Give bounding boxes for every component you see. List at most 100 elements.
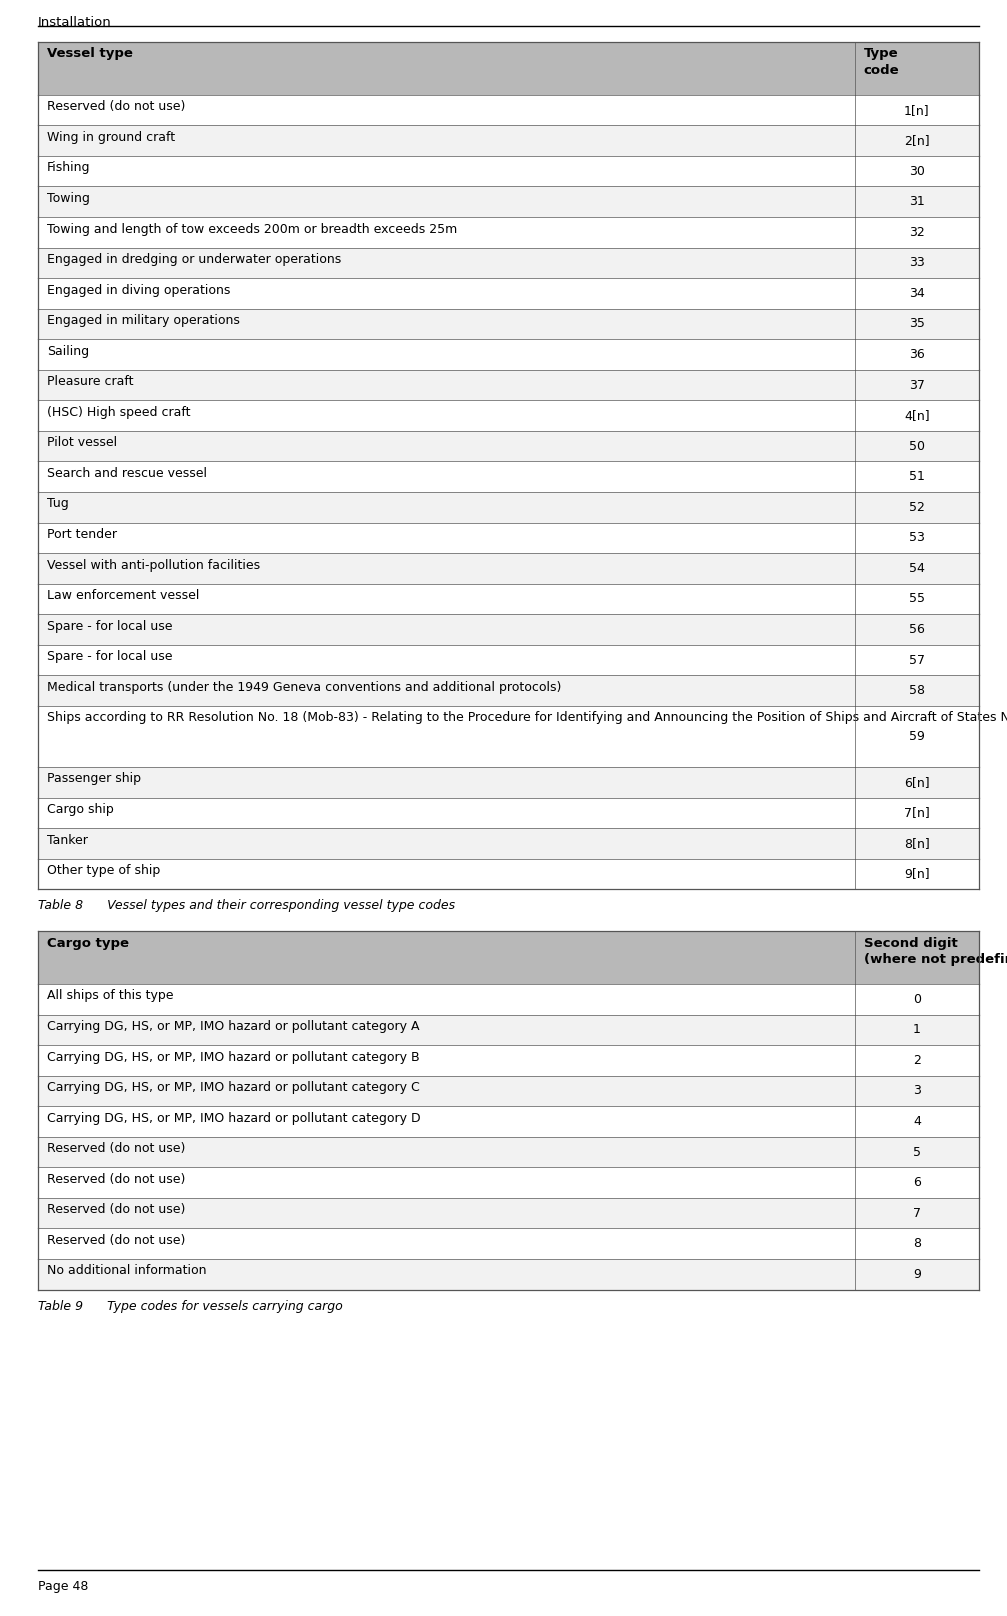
Bar [38,1046,855,1076]
Bar [38,553,855,583]
Text: 4[n]: 4[n] [904,409,929,422]
Bar [855,217,979,247]
Text: 1[n]: 1[n] [904,103,929,116]
Text: Table 8      Vessel types and their corresponding vessel type codes: Table 8 Vessel types and their correspon… [38,898,455,911]
Bar [38,1107,855,1136]
Bar [855,1015,979,1046]
Text: 37: 37 [909,378,924,391]
Text: Fishing: Fishing [47,162,91,175]
Bar [38,431,855,462]
Text: Engaged in diving operations: Engaged in diving operations [47,284,231,297]
Bar [855,1167,979,1197]
Text: 36: 36 [909,347,924,360]
Bar [855,126,979,155]
Text: Tug: Tug [47,498,68,511]
Bar [38,491,855,522]
Bar [855,522,979,553]
Text: Table 9      Type codes for vessels carrying cargo: Table 9 Type codes for vessels carrying … [38,1299,342,1312]
Text: Reserved (do not use): Reserved (do not use) [47,1235,185,1248]
Bar [855,186,979,217]
Text: 3: 3 [913,1084,920,1097]
Text: 8[n]: 8[n] [904,837,929,850]
Bar [38,827,855,858]
Text: Reserved (do not use): Reserved (do not use) [47,1173,185,1186]
Bar [855,675,979,706]
Text: 32: 32 [909,226,924,239]
Bar [855,553,979,583]
Text: 57: 57 [909,653,924,666]
Bar [855,1259,979,1290]
Text: Page 48: Page 48 [38,1580,89,1593]
Text: Engaged in dredging or underwater operations: Engaged in dredging or underwater operat… [47,254,341,267]
Bar [38,370,855,401]
Text: Sailing: Sailing [47,344,90,357]
Bar [855,309,979,339]
Text: Cargo type: Cargo type [47,937,129,950]
Text: 0: 0 [913,992,920,1005]
Bar [855,1107,979,1136]
Text: Carrying DG, HS, or MP, IMO hazard or pollutant category C: Carrying DG, HS, or MP, IMO hazard or po… [47,1081,420,1094]
Text: No additional information: No additional information [47,1264,206,1278]
Text: Port tender: Port tender [47,528,117,541]
Text: Spare - for local use: Spare - for local use [47,650,172,663]
Bar [38,706,855,768]
Text: Law enforcement vessel: Law enforcement vessel [47,590,199,603]
Text: Second digit
(where not predefined): Second digit (where not predefined) [864,937,1007,966]
Text: Type
code: Type code [864,47,899,76]
Text: Ships according to RR Resolution No. 18 (Mob-83) - Relating to the Procedure for: Ships according to RR Resolution No. 18 … [47,711,1007,724]
Bar [855,798,979,827]
Text: Pleasure craft: Pleasure craft [47,375,134,388]
Text: Engaged in military operations: Engaged in military operations [47,314,240,326]
Text: 4: 4 [913,1115,920,1128]
Bar [38,1015,855,1046]
Bar [855,768,979,798]
Bar [38,309,855,339]
Text: Medical transports (under the 1949 Geneva conventions and additional protocols): Medical transports (under the 1949 Genev… [47,680,561,693]
Bar [38,1228,855,1259]
Bar [855,1136,979,1167]
Bar [855,339,979,370]
Text: 50: 50 [909,440,924,452]
Bar [38,339,855,370]
Text: 5: 5 [913,1146,920,1159]
Bar [38,1197,855,1228]
Text: Wing in ground craft: Wing in ground craft [47,131,175,144]
Bar [855,42,979,95]
Bar [38,931,855,984]
Text: 31: 31 [909,196,924,208]
Text: Reserved (do not use): Reserved (do not use) [47,1143,185,1155]
Bar [38,186,855,217]
Text: 6: 6 [913,1176,920,1189]
Text: Spare - for local use: Spare - for local use [47,619,172,633]
Bar [38,583,855,614]
Text: 6[n]: 6[n] [904,776,929,789]
Text: 1: 1 [913,1023,920,1036]
Bar [38,95,855,126]
Bar [855,706,979,768]
Bar [38,768,855,798]
Text: 9: 9 [913,1269,920,1281]
Text: 58: 58 [909,684,924,696]
Text: Pilot vessel: Pilot vessel [47,436,117,449]
Bar [855,1197,979,1228]
Bar [855,614,979,645]
Bar [38,645,855,675]
Bar [38,42,855,95]
Text: 2: 2 [913,1054,920,1067]
Bar [38,1167,855,1197]
Bar [38,675,855,706]
Text: Vessel type: Vessel type [47,47,133,60]
Bar [855,583,979,614]
Text: Vessel with anti-pollution facilities: Vessel with anti-pollution facilities [47,559,260,572]
Bar [38,858,855,889]
Bar [38,462,855,491]
Bar [38,614,855,645]
Bar [38,1259,855,1290]
Bar [855,401,979,431]
Bar [855,491,979,522]
Text: Cargo ship: Cargo ship [47,803,114,816]
Text: 9[n]: 9[n] [904,868,929,881]
Bar [855,645,979,675]
Bar [38,401,855,431]
Text: Tanker: Tanker [47,834,88,847]
